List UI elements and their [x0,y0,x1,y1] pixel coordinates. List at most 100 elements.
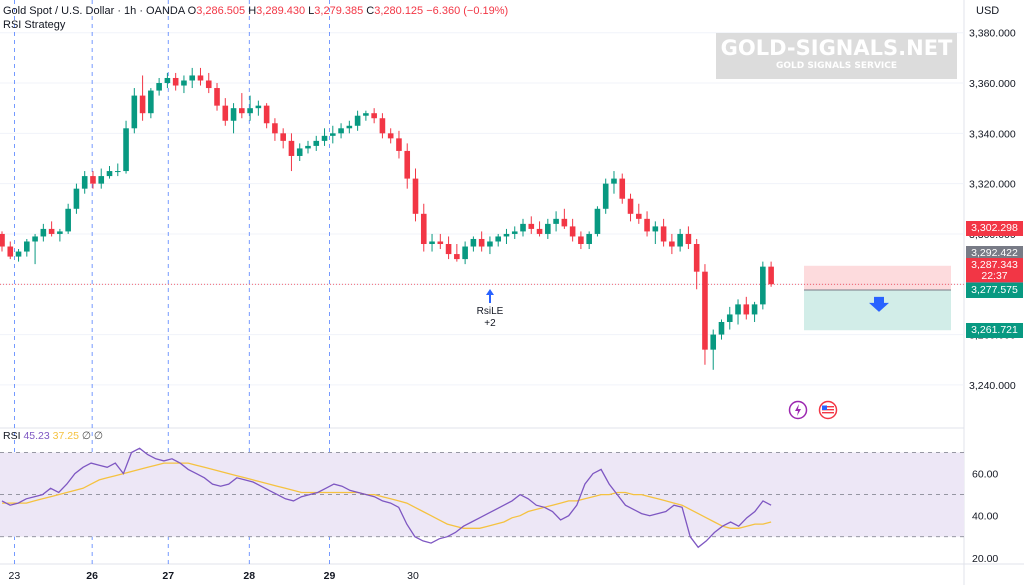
candle-body [396,138,402,151]
watermark: GOLD-SIGNALS.NET GOLD SIGNALS SERVICE [716,33,957,79]
candle-body [470,238,477,247]
candle-body [214,88,220,106]
candle-body [0,233,5,247]
candle-body [379,118,386,134]
candle-body [644,218,650,232]
candle-body [363,113,369,116]
candle-body [594,208,601,234]
price-tick-label: 3,240.000 [969,380,1016,392]
candle-body [561,218,568,227]
watermark-subtitle: GOLD SIGNALS SERVICE [775,61,898,71]
time-tick-label: 29 [324,570,336,582]
candle-body [189,75,196,81]
candle-body [40,228,47,237]
candle-body [139,95,146,114]
candle-body [669,241,675,247]
time-tick-label: 30 [407,570,419,582]
candle-body [387,133,394,139]
candle-body [230,108,237,121]
candle-body [437,241,444,245]
candle-body [321,135,328,141]
candle-body [743,304,750,315]
price-tick-label: 3,380.000 [969,28,1016,40]
long-entry-arrow-icon [486,289,494,303]
candle-body [429,241,435,245]
rsi-extra-value-2: ∅ [93,430,104,442]
candle-body [569,226,576,237]
candle-body [7,246,14,257]
candle-body [65,208,71,232]
candle-body [536,228,543,234]
candle-body [503,233,510,237]
rsi-tick-label: 20.00 [972,553,998,565]
candle-body [420,213,427,245]
rsi-name: RSI [3,430,21,442]
candle-body [330,133,336,136]
candle-body [677,233,683,247]
candle-body [32,236,38,242]
price-tick-label: 3,360.000 [969,78,1016,90]
low-label: L [308,5,315,17]
candle-body [81,176,88,189]
candle-body [404,150,411,179]
candle-body [445,244,452,255]
time-tick-label: 26 [86,570,98,582]
candle-body [726,314,733,322]
candle-body [148,90,154,114]
candle-body [313,140,320,146]
candle-body [98,176,105,184]
candle-body [288,140,295,156]
stop-loss-zone [804,265,951,290]
open-value: 3,286.505 [196,5,246,17]
short-arrow-icon [869,296,889,312]
close-value: 3,280.125 [374,5,424,17]
candle-body [627,198,634,214]
lightning-icon[interactable] [788,400,808,420]
high-label: H [248,5,257,17]
candle-body [338,128,344,134]
candle-body [255,105,262,109]
rsi-extra-value-1: ∅ [81,430,91,442]
price-label: 3,277.575 [966,282,1023,298]
candle-body [305,145,311,149]
strategy-label[interactable]: RSI Strategy [3,19,66,31]
candle-body [545,223,551,234]
time-tick-label: 27 [162,570,174,582]
candle-body [164,77,171,84]
candle-body [131,95,138,129]
candle-body [454,254,460,260]
candle-body [578,236,584,245]
rsi-line [1,447,772,549]
rsi-tick-label: 60.00 [972,469,998,481]
candle-body [693,244,700,272]
candle-body [635,213,642,219]
price-label: 22:37 [966,268,1023,284]
currency-label[interactable]: USD [976,5,1000,17]
candle-body [586,233,592,245]
candle-body [106,171,113,177]
rsi-value: 45.23 [23,430,50,442]
us-flag-icon[interactable] [818,400,838,420]
rsi-header[interactable]: RSI 45.23 37.25 ∅ ∅ [3,430,103,442]
candle-body [247,108,253,114]
candle-body [768,266,774,285]
change-value: −6.360 (−0.19%) [426,5,509,17]
candle-body [735,304,741,315]
candle-body [462,246,468,260]
rsi-ma-value: 37.25 [52,430,79,442]
candle-body [710,334,717,350]
candle-body [751,304,758,315]
candle-body [702,271,708,350]
candle-body [15,251,22,257]
price-tick-label: 3,340.000 [969,128,1016,140]
candle-body [760,266,766,305]
candle-body [346,125,353,129]
candle-body [619,178,626,199]
candle-body [57,231,63,234]
candle-body [478,238,485,247]
candle-body [371,113,377,119]
candle-body [197,75,204,81]
candle-body [172,77,179,86]
